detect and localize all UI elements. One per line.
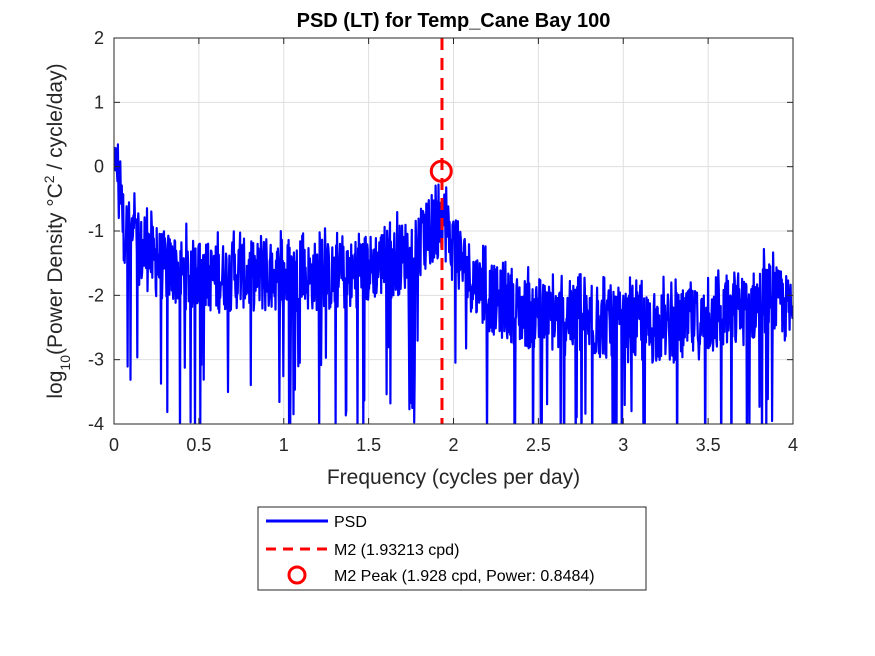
legend-peak-label: M2 Peak (1.928 cpd, Power: 0.8484): [334, 568, 595, 585]
legend-peak-swatch: [287, 565, 307, 585]
psd-line: [114, 143, 793, 424]
legend-psd-label: PSD: [334, 514, 367, 531]
x-tick-label: 0: [109, 435, 119, 455]
y-tick-label: -2: [88, 285, 104, 305]
m2-peak-marker: [429, 159, 453, 183]
legend: PSD M2 (1.93213 cpd) M2 Peak (1.928 cpd,…: [257, 506, 647, 591]
x-tick-label: 0.5: [186, 435, 211, 455]
y-axis-label: log10(Power Density °C2 / cycle/day): [41, 63, 73, 398]
x-tick-label: 3: [618, 435, 628, 455]
y-tick-label: -3: [88, 350, 104, 370]
y-label-tail: / cycle/day): [44, 63, 67, 175]
legend-m2-label: M2 (1.93213 cpd): [334, 542, 459, 559]
y-tick-label: -4: [88, 414, 104, 434]
y-label-sup: 2: [41, 175, 57, 183]
x-axis-label: Frequency (cycles per day): [327, 466, 580, 489]
x-tick-label: 3.5: [696, 435, 721, 455]
y-label-sub: 10: [57, 355, 73, 371]
y-label-main: (Power Density °C: [44, 183, 67, 355]
y-tick-label: 2: [94, 28, 104, 48]
x-tick-label: 2.5: [526, 435, 551, 455]
y-tick-label: 1: [94, 92, 104, 112]
x-tick-label: 1: [279, 435, 289, 455]
x-tick-label: 1.5: [356, 435, 381, 455]
y-label-log: log: [44, 371, 67, 399]
y-tick-label: -1: [88, 221, 104, 241]
chart-title: PSD (LT) for Temp_Cane Bay 100: [297, 10, 611, 32]
y-tick-label: 0: [94, 157, 104, 177]
psd-series: [114, 143, 793, 424]
m2-layer: [429, 38, 453, 424]
ticks: 0 0.5 1 1.5 2 2.5 3 3.5 4 -4 -3 -2 -1 0 1 2: [88, 28, 798, 455]
x-tick-label: 4: [788, 435, 798, 455]
x-tick-label: 2: [448, 435, 458, 455]
